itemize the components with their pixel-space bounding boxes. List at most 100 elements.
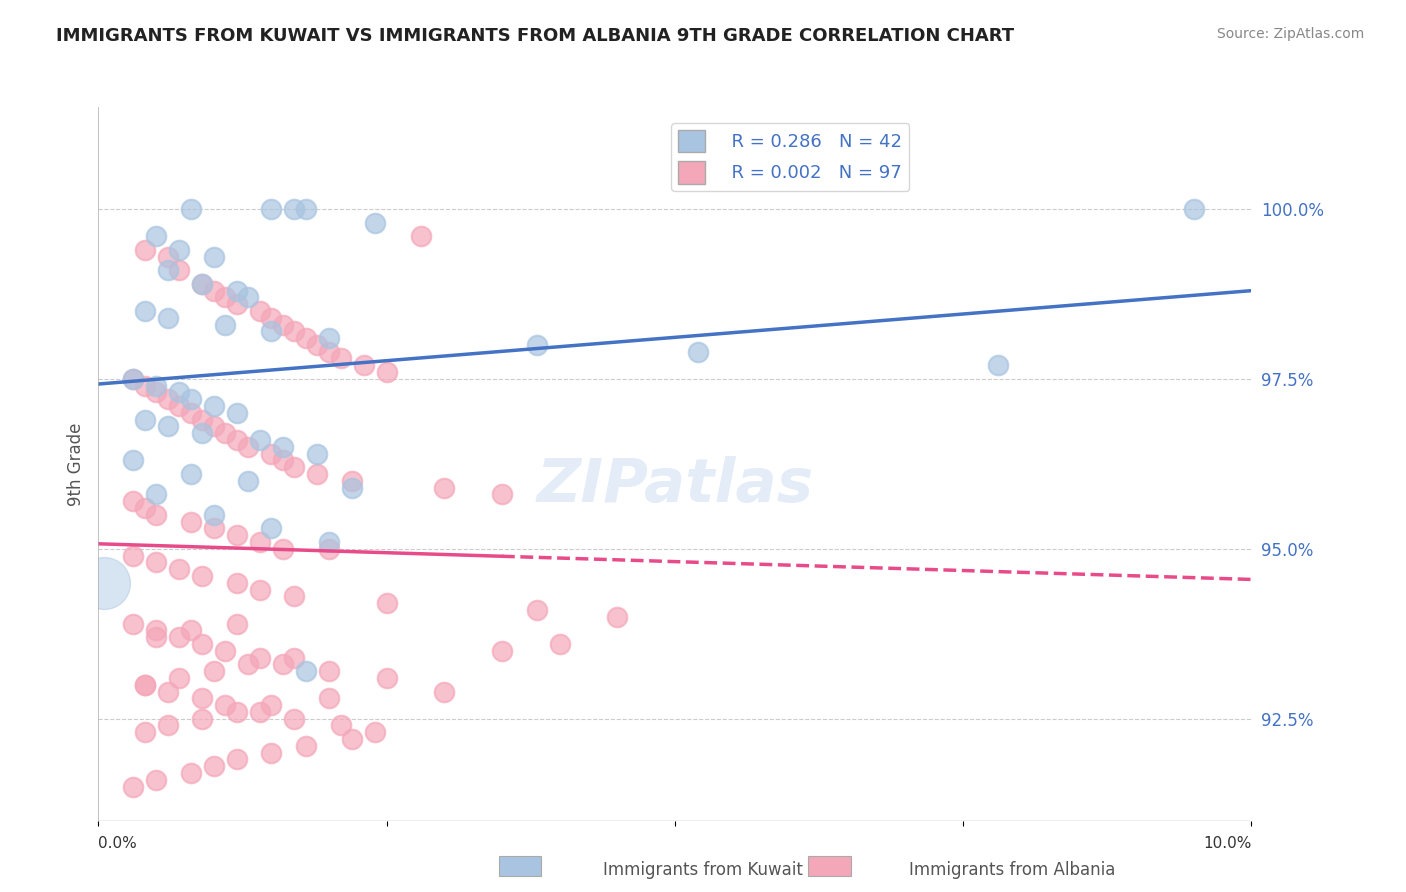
Point [329,351,352,366]
Point [318,691,340,706]
Point [202,250,225,264]
Point [433,481,456,495]
Text: 10.0%: 10.0% [1204,836,1251,851]
Point [295,739,318,753]
Point [307,447,329,461]
Point [491,487,513,501]
Point [283,712,305,726]
Point [202,664,225,678]
Point [167,399,190,413]
Point [364,216,387,230]
Point [411,229,433,244]
Point [134,678,156,692]
Point [260,310,283,325]
Point [167,562,190,576]
Point [145,624,167,638]
Y-axis label: 9th Grade: 9th Grade [66,422,84,506]
Point [191,412,214,426]
Point [156,250,179,264]
Point [260,324,283,338]
Point [180,202,202,216]
Point [134,304,156,318]
Text: Source: ZipAtlas.com: Source: ZipAtlas.com [1216,27,1364,41]
Point [202,399,225,413]
Point [145,378,167,392]
Point [156,310,179,325]
Point [283,590,305,604]
Point [987,359,1010,373]
Point [180,392,202,407]
Point [238,657,260,672]
Point [225,705,247,719]
Point [364,725,387,739]
Point [225,616,247,631]
Point [249,705,271,719]
Point [145,555,167,569]
Point [318,331,340,345]
Point [214,318,236,332]
Point [295,664,318,678]
Point [134,501,156,516]
Point [271,541,294,556]
Point [145,772,167,787]
Point [249,304,271,318]
Point [180,766,202,780]
Point [122,494,145,508]
Point [318,541,340,556]
Point [167,671,190,685]
Point [122,372,145,386]
Point [295,202,318,216]
Point [145,385,167,400]
Point [214,290,236,304]
Point [318,664,340,678]
Point [225,284,247,298]
Text: ZIPatlas: ZIPatlas [536,456,814,515]
Point [225,528,247,542]
Point [318,535,340,549]
Point [180,406,202,420]
Point [167,263,190,277]
Point [122,372,145,386]
Point [202,759,225,773]
Point [260,746,283,760]
Point [134,243,156,257]
Point [180,467,202,481]
Point [202,284,225,298]
Point [260,447,283,461]
Point [340,732,363,747]
Point [202,508,225,522]
Point [156,263,179,277]
Point [238,440,260,454]
Point [260,698,283,712]
Point [134,378,156,392]
Point [225,752,247,766]
Point [1182,202,1205,216]
Point [548,637,571,651]
Point [145,630,167,644]
Point [93,575,115,590]
Point [225,575,247,590]
Point [271,657,294,672]
Point [156,392,179,407]
Point [145,508,167,522]
Point [526,603,548,617]
Point [249,535,271,549]
Point [283,650,305,665]
Legend:   R = 0.286   N = 42,   R = 0.002   N = 97: R = 0.286 N = 42, R = 0.002 N = 97 [671,123,910,191]
Point [249,582,271,597]
Point [238,290,260,304]
Point [202,521,225,535]
Point [260,202,283,216]
Point [340,474,363,488]
Point [271,453,294,467]
Point [271,318,294,332]
Text: IMMIGRANTS FROM KUWAIT VS IMMIGRANTS FROM ALBANIA 9TH GRADE CORRELATION CHART: IMMIGRANTS FROM KUWAIT VS IMMIGRANTS FRO… [56,27,1014,45]
Point [191,426,214,441]
Point [167,243,190,257]
Point [307,338,329,352]
Point [191,691,214,706]
Point [214,698,236,712]
Point [134,412,156,426]
Point [156,684,179,698]
Point [214,426,236,441]
